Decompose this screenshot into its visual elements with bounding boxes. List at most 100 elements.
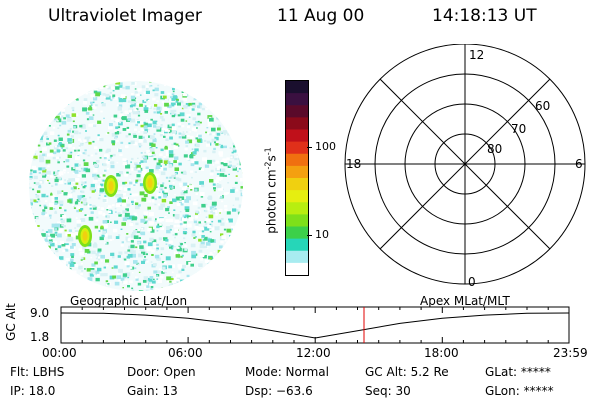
uv-pixel	[141, 227, 144, 230]
uv-pixel	[181, 190, 185, 192]
uv-pixel	[239, 81, 243, 85]
uv-pixel	[238, 204, 243, 208]
uv-pixel	[64, 101, 67, 104]
uv-pixel	[165, 176, 169, 179]
uv-pixel	[218, 176, 223, 180]
uv-pixel	[133, 235, 139, 239]
uv-pixel	[82, 152, 85, 154]
uv-pixel	[174, 228, 179, 232]
uv-pixel	[52, 151, 57, 155]
uv-pixel	[29, 270, 33, 274]
uv-pixel	[100, 183, 104, 187]
uv-pixel	[131, 200, 134, 203]
uv-pixel	[93, 176, 98, 180]
uv-pixel	[37, 98, 41, 102]
uv-pixel	[103, 117, 105, 119]
uv-pixel	[240, 81, 243, 83]
uv-pixel	[216, 133, 221, 136]
uv-pixel	[34, 127, 37, 129]
uv-pixel	[146, 285, 150, 288]
uv-pixel	[41, 193, 46, 198]
uv-pixel	[59, 203, 64, 206]
lat-label-80: 80	[487, 142, 502, 156]
uv-pixel	[169, 240, 173, 244]
uv-pixel	[164, 128, 169, 132]
uv-pixel	[84, 279, 87, 281]
uv-pixel	[37, 287, 42, 291]
uv-pixel	[177, 114, 181, 117]
uv-pixel	[87, 277, 93, 282]
uv-pixel	[90, 268, 95, 272]
uv-pixel	[103, 224, 108, 228]
uv-pixel	[135, 99, 138, 101]
uv-pixel	[181, 133, 186, 137]
uv-pixel	[92, 114, 95, 116]
uv-pixel	[181, 268, 185, 271]
uv-pixel	[226, 211, 231, 215]
uv-pixel	[153, 111, 156, 114]
uv-pixel	[80, 201, 84, 204]
uv-pixel	[152, 138, 157, 143]
uv-pixel	[51, 185, 54, 187]
uv-pixel	[56, 245, 58, 247]
uv-pixel	[156, 270, 161, 274]
uv-pixel	[116, 140, 119, 142]
uv-pixel	[105, 133, 108, 135]
uv-pixel	[172, 234, 175, 236]
uv-bright-spot	[108, 181, 114, 191]
uv-pixel	[189, 155, 194, 159]
uv-pixel	[29, 183, 30, 185]
uv-pixel	[63, 161, 65, 163]
uv-pixel	[93, 97, 96, 99]
uv-pixel	[137, 157, 139, 159]
uv-pixel	[40, 250, 45, 255]
uv-pixel	[134, 91, 138, 94]
uv-pixel	[53, 259, 59, 263]
uv-pixel	[33, 199, 37, 202]
uv-pixel	[231, 269, 235, 272]
uv-pixel	[143, 129, 148, 133]
uv-pixel	[139, 191, 145, 196]
uv-pixel	[102, 174, 106, 177]
uv-pixel	[187, 290, 189, 291]
uv-pixel	[80, 262, 83, 265]
uv-pixel	[160, 148, 164, 152]
uv-pixel	[98, 286, 102, 290]
uv-pixel	[171, 174, 176, 179]
uv-pixel	[37, 198, 40, 201]
uv-pixel	[182, 97, 188, 102]
uv-pixel	[63, 172, 66, 174]
uv-pixel	[93, 169, 98, 173]
uv-pixel	[194, 96, 199, 100]
uv-pixel	[71, 275, 76, 279]
uv-pixel	[235, 231, 240, 235]
uv-pixel	[68, 229, 72, 232]
uv-pixel	[236, 228, 242, 233]
uv-pixel	[163, 290, 167, 291]
uv-pixel	[159, 223, 162, 226]
uv-pixel	[48, 105, 53, 110]
uv-pixel	[140, 94, 142, 96]
uv-pixel	[96, 286, 99, 289]
uv-pixel	[77, 174, 81, 177]
uv-pixel	[185, 103, 190, 107]
uv-pixel	[77, 89, 81, 93]
uv-pixel	[56, 112, 59, 115]
uv-pixel	[102, 199, 107, 202]
uv-pixel	[138, 143, 142, 146]
uv-pixel	[209, 252, 213, 255]
uv-pixel	[193, 85, 197, 89]
colorbar-tick-major	[307, 147, 312, 148]
uv-pixel	[182, 214, 187, 218]
uv-pixel	[201, 203, 206, 208]
uv-pixel	[134, 162, 138, 166]
uv-pixel	[114, 137, 116, 139]
uv-pixel	[227, 261, 230, 263]
uv-pixel	[126, 171, 129, 174]
uv-pixel	[57, 134, 60, 137]
uv-pixel	[89, 196, 92, 199]
uv-pixel	[133, 198, 137, 201]
uv-pixel	[32, 145, 34, 148]
uv-pixel	[42, 265, 46, 268]
uv-pixel	[234, 276, 238, 280]
